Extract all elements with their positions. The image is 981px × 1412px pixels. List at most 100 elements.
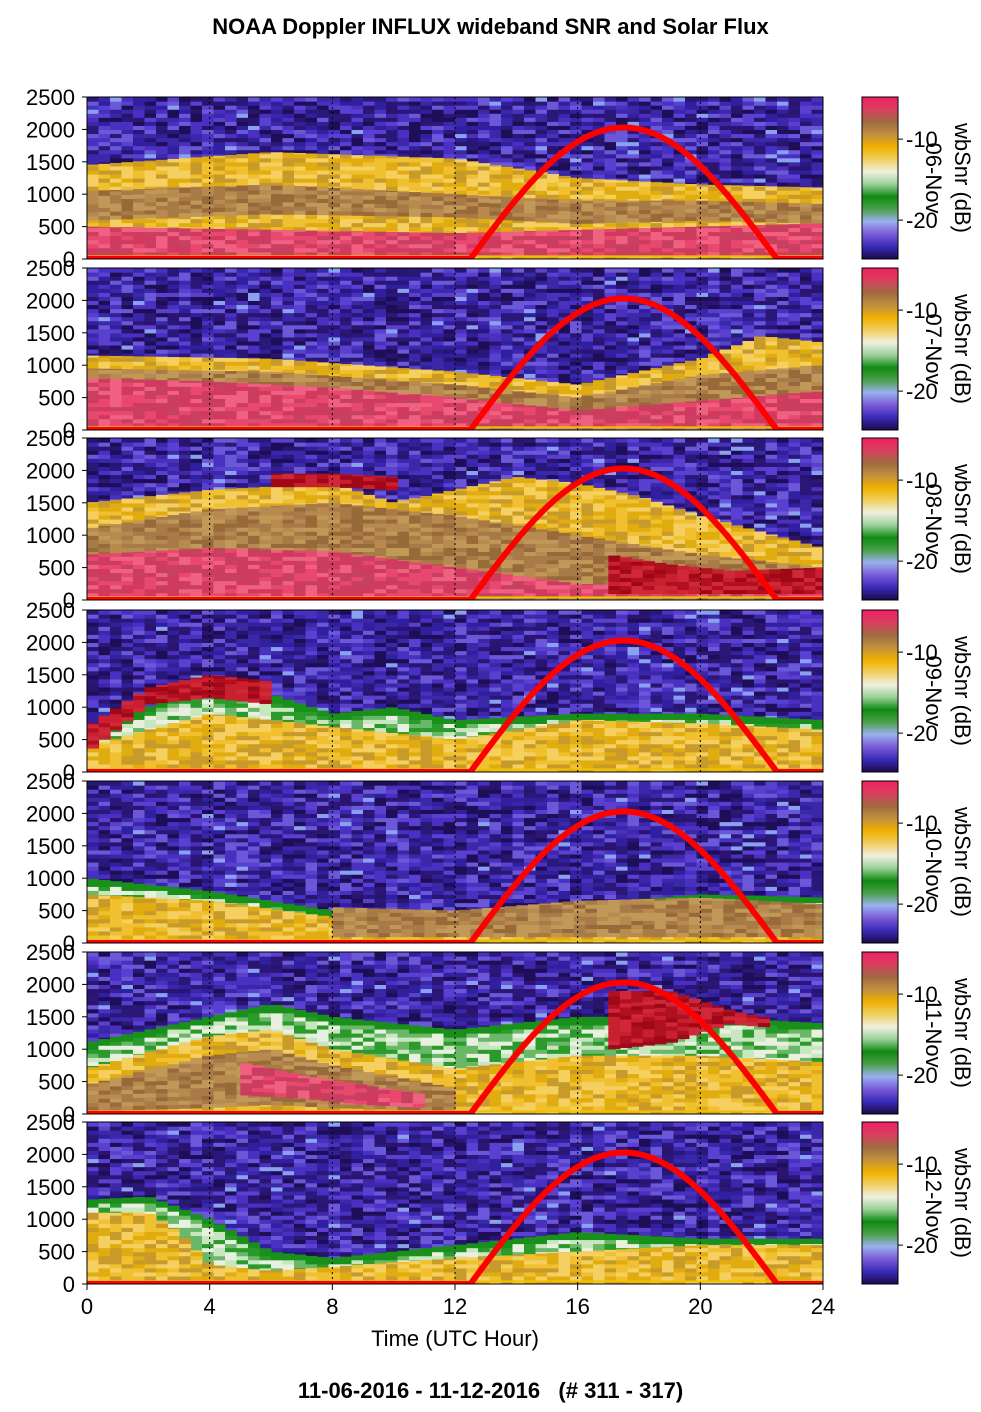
heatmap-cell xyxy=(259,109,272,114)
band-cell-brown xyxy=(811,207,823,212)
band-cell-pink xyxy=(696,239,709,245)
band-cell-pink xyxy=(558,251,571,257)
band-cell-brown xyxy=(455,205,468,210)
band-cell-gold xyxy=(616,190,629,195)
band-cell-brown xyxy=(259,197,272,203)
band-cell-gold xyxy=(443,165,456,171)
heatmap-cell xyxy=(489,121,502,126)
band-cell-pink xyxy=(190,239,203,245)
heatmap-cell xyxy=(443,141,456,147)
band-cell-gold xyxy=(616,198,629,203)
band-cell-gold xyxy=(363,161,376,167)
band-cell-gold xyxy=(305,218,318,224)
band-cell-gold xyxy=(455,190,468,195)
band-cell-pink xyxy=(156,239,169,245)
heatmap-cell xyxy=(719,113,732,118)
band-cell-brown xyxy=(570,200,583,204)
band-cell-gold xyxy=(604,198,617,203)
band-cell-brown xyxy=(673,216,686,222)
band-cell-pink xyxy=(466,239,479,245)
band-cell-gold xyxy=(248,153,261,159)
heatmap-cell xyxy=(535,97,548,102)
heatmap-cell xyxy=(800,113,813,118)
heatmap-cell xyxy=(742,129,755,135)
band-cell-brown xyxy=(432,193,445,197)
heatmap-cell xyxy=(167,121,180,126)
band-cell-gold xyxy=(294,161,307,167)
heatmap-cell xyxy=(282,109,295,114)
heatmap-cell xyxy=(719,149,732,155)
heatmap-cell xyxy=(133,105,146,110)
band-cell-gold xyxy=(570,190,583,195)
band-cell-pink xyxy=(547,239,560,245)
band-cell-pink xyxy=(282,247,295,253)
solar-flux-curve xyxy=(87,124,823,259)
heatmap-cell xyxy=(110,133,123,139)
band-cell-gold xyxy=(98,222,111,228)
band-cell-pink xyxy=(340,243,353,249)
band-cell-pink xyxy=(800,235,813,241)
band-cell-brown xyxy=(409,192,422,197)
band-cell-brown xyxy=(110,189,123,192)
heatmap-cell xyxy=(627,101,640,106)
band-cell-pink xyxy=(489,232,502,237)
heatmap-cell xyxy=(133,101,146,106)
band-cell-gold xyxy=(317,178,330,183)
heatmap-cell xyxy=(731,157,744,163)
heatmap-cell xyxy=(501,153,514,159)
band-cell-pink xyxy=(616,231,629,237)
band-cell-pink xyxy=(317,231,330,237)
band-cell-gold xyxy=(317,161,330,167)
heatmap-cell xyxy=(754,141,767,147)
heatmap-cell xyxy=(432,109,445,114)
band-cell-gold xyxy=(248,161,261,167)
heatmap-cell xyxy=(685,113,698,118)
band-cell-gold xyxy=(110,169,123,175)
band-cell-gold xyxy=(455,173,468,179)
band-cell-gold xyxy=(167,161,180,167)
heatmap-cell xyxy=(719,97,732,102)
heatmap-cell xyxy=(811,109,823,114)
heatmap-cell xyxy=(179,113,192,118)
band-cell-gold xyxy=(110,182,123,187)
band-cell-brown xyxy=(535,201,548,206)
band-cell-gold xyxy=(179,222,192,228)
heatmap-cell xyxy=(547,129,560,135)
heatmap-cell xyxy=(719,105,732,110)
heatmap-cell xyxy=(202,129,215,135)
heatmap-cell xyxy=(478,109,491,114)
band-cell-gold xyxy=(98,178,111,183)
band-cell-gold xyxy=(305,226,318,232)
band-cell-gold xyxy=(340,178,353,183)
band-cell-pink xyxy=(708,247,721,253)
band-cell-gold xyxy=(627,180,640,183)
heatmap-cell xyxy=(156,153,169,159)
band-cell-gold xyxy=(409,157,422,163)
heatmap-cell xyxy=(627,133,640,139)
band-cell-gold xyxy=(639,190,652,195)
heatmap-cell xyxy=(213,101,226,106)
band-cell-pink xyxy=(512,239,525,245)
heatmap-cell xyxy=(731,165,744,171)
heatmap-cell xyxy=(133,125,146,130)
heatmap-cell xyxy=(639,113,652,118)
band-cell-gold xyxy=(673,198,686,203)
heatmap-cell xyxy=(765,157,778,163)
band-cell-gold xyxy=(386,178,399,183)
heatmap-cell xyxy=(133,145,146,151)
band-cell-brown xyxy=(236,202,249,208)
heatmap-cell xyxy=(777,117,790,122)
band-cell-pink xyxy=(512,251,525,257)
band-cell-brown xyxy=(558,210,571,216)
band-cell-gold xyxy=(593,222,606,228)
band-cell-brown xyxy=(558,202,571,208)
band-cell-brown xyxy=(305,198,318,203)
band-cell-pink xyxy=(800,251,813,257)
band-cell-gold xyxy=(420,190,433,195)
band-cell-pink xyxy=(696,226,709,229)
band-cell-gold xyxy=(87,164,100,167)
band-cell-gold xyxy=(144,178,157,183)
band-cell-gold xyxy=(282,157,295,163)
band-cell-pink xyxy=(719,235,732,241)
heatmap-cell xyxy=(570,105,583,110)
